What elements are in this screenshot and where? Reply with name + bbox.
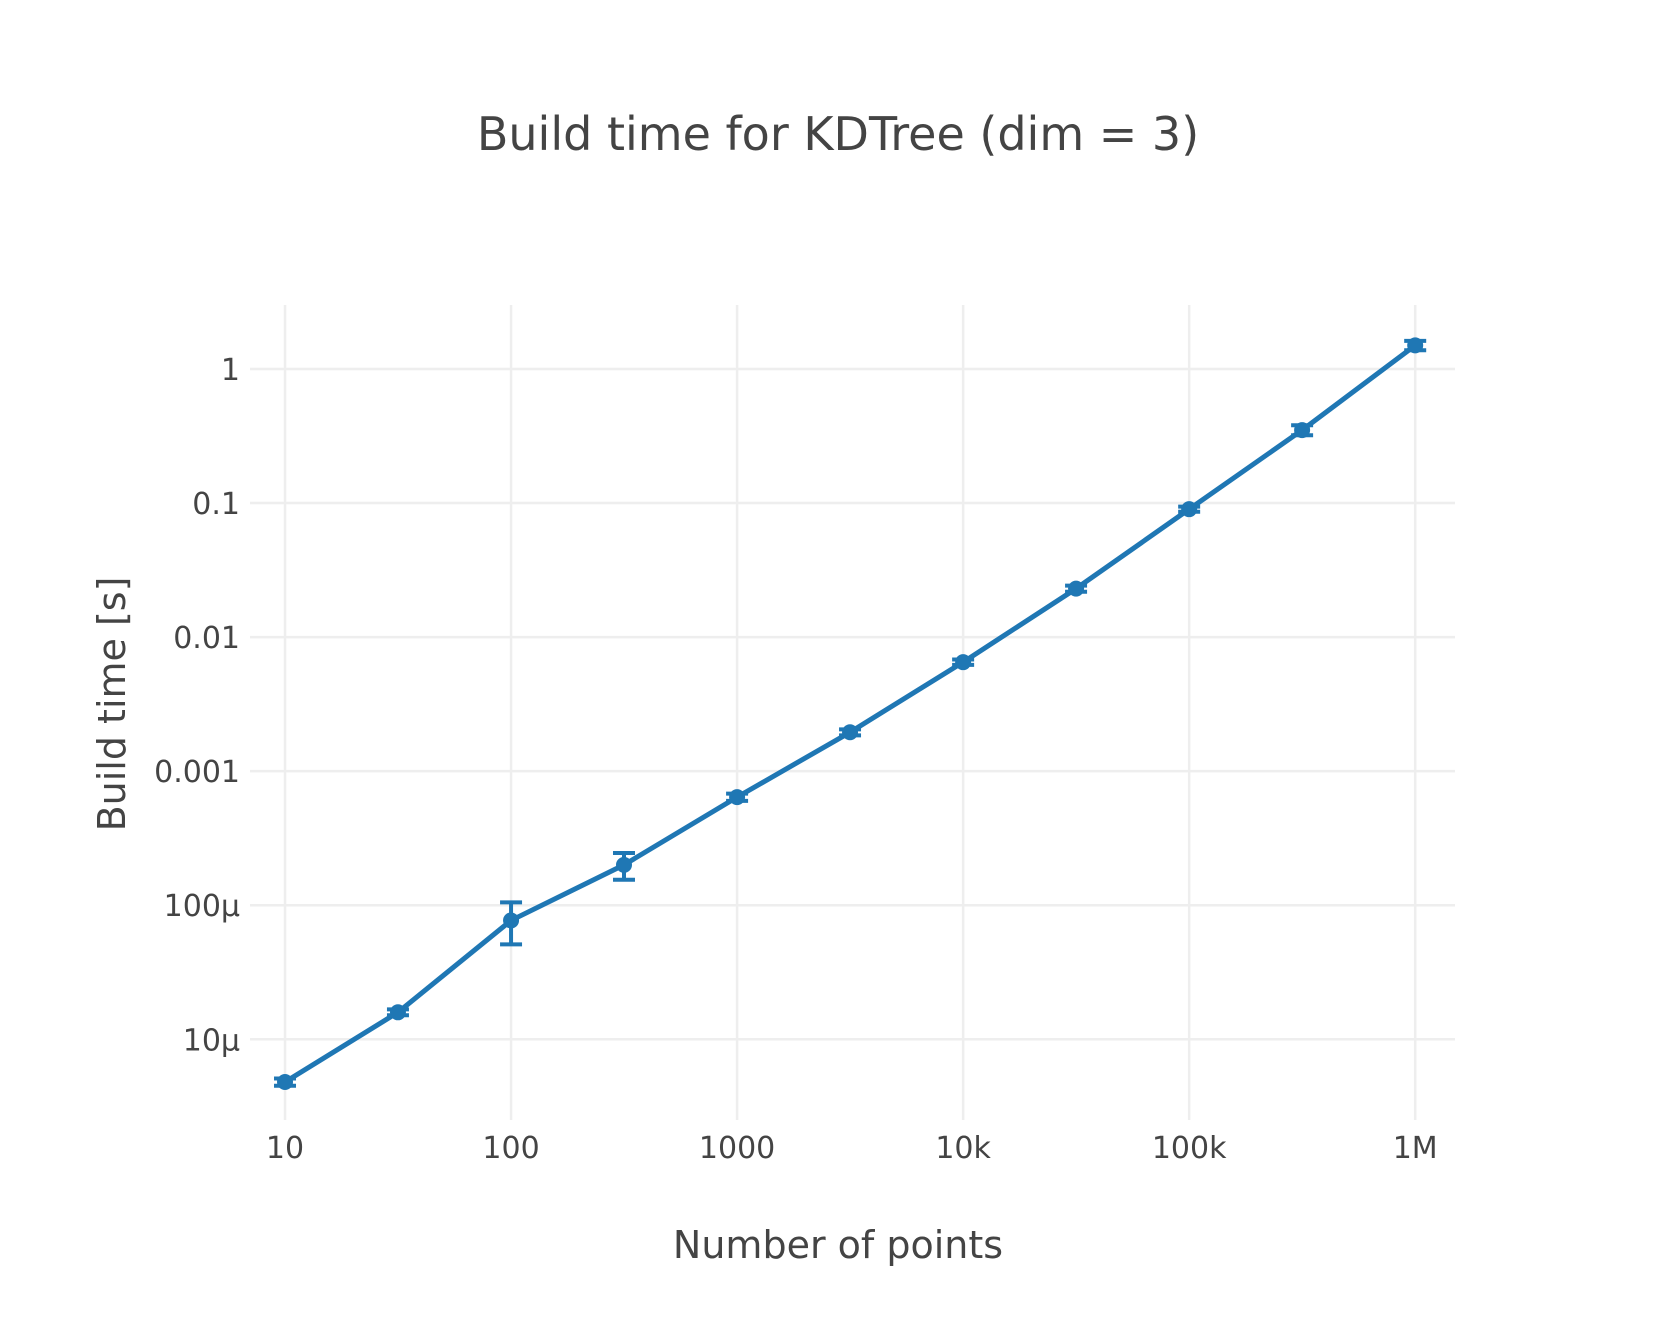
x-tick-labels: 10 100 1000 10k 100k 1M [266, 1131, 1438, 1166]
y-tick-label: 0.1 [192, 487, 240, 522]
series-line [282, 342, 1418, 1085]
data-point [503, 912, 520, 929]
x-tick-label: 100 [482, 1131, 539, 1166]
x-tick-label: 1000 [699, 1131, 775, 1166]
data-point [1181, 501, 1198, 518]
data-point [277, 1074, 294, 1091]
chart-title: Build time for KDTree (dim = 3) [477, 107, 1199, 161]
data-point [842, 724, 859, 741]
x-tick-label: 10k [935, 1131, 991, 1166]
data-point [1068, 580, 1085, 597]
x-tick-label: 1M [1393, 1131, 1438, 1166]
grid-layer [250, 305, 1455, 1120]
x-tick-label: 10 [266, 1131, 304, 1166]
x-tick-label: 100k [1152, 1131, 1227, 1166]
x-axis-title: Number of points [673, 1223, 1003, 1267]
data-point [1294, 422, 1311, 439]
y-tick-label: 0.01 [173, 621, 240, 656]
data-point [389, 1004, 406, 1021]
y-tick-label: 10µ [183, 1023, 240, 1058]
data-point [729, 789, 746, 806]
series-layer [274, 337, 1427, 1091]
data-point [1407, 337, 1424, 354]
data-point [615, 856, 632, 873]
data-point [955, 654, 972, 671]
y-tick-labels: 10µ 100µ 0.001 0.01 0.1 1 [154, 353, 240, 1058]
y-tick-label: 0.001 [154, 755, 240, 790]
y-axis-title: Build time [s] [90, 577, 134, 832]
y-tick-label: 1 [221, 353, 240, 388]
y-tick-label: 100µ [164, 889, 240, 924]
